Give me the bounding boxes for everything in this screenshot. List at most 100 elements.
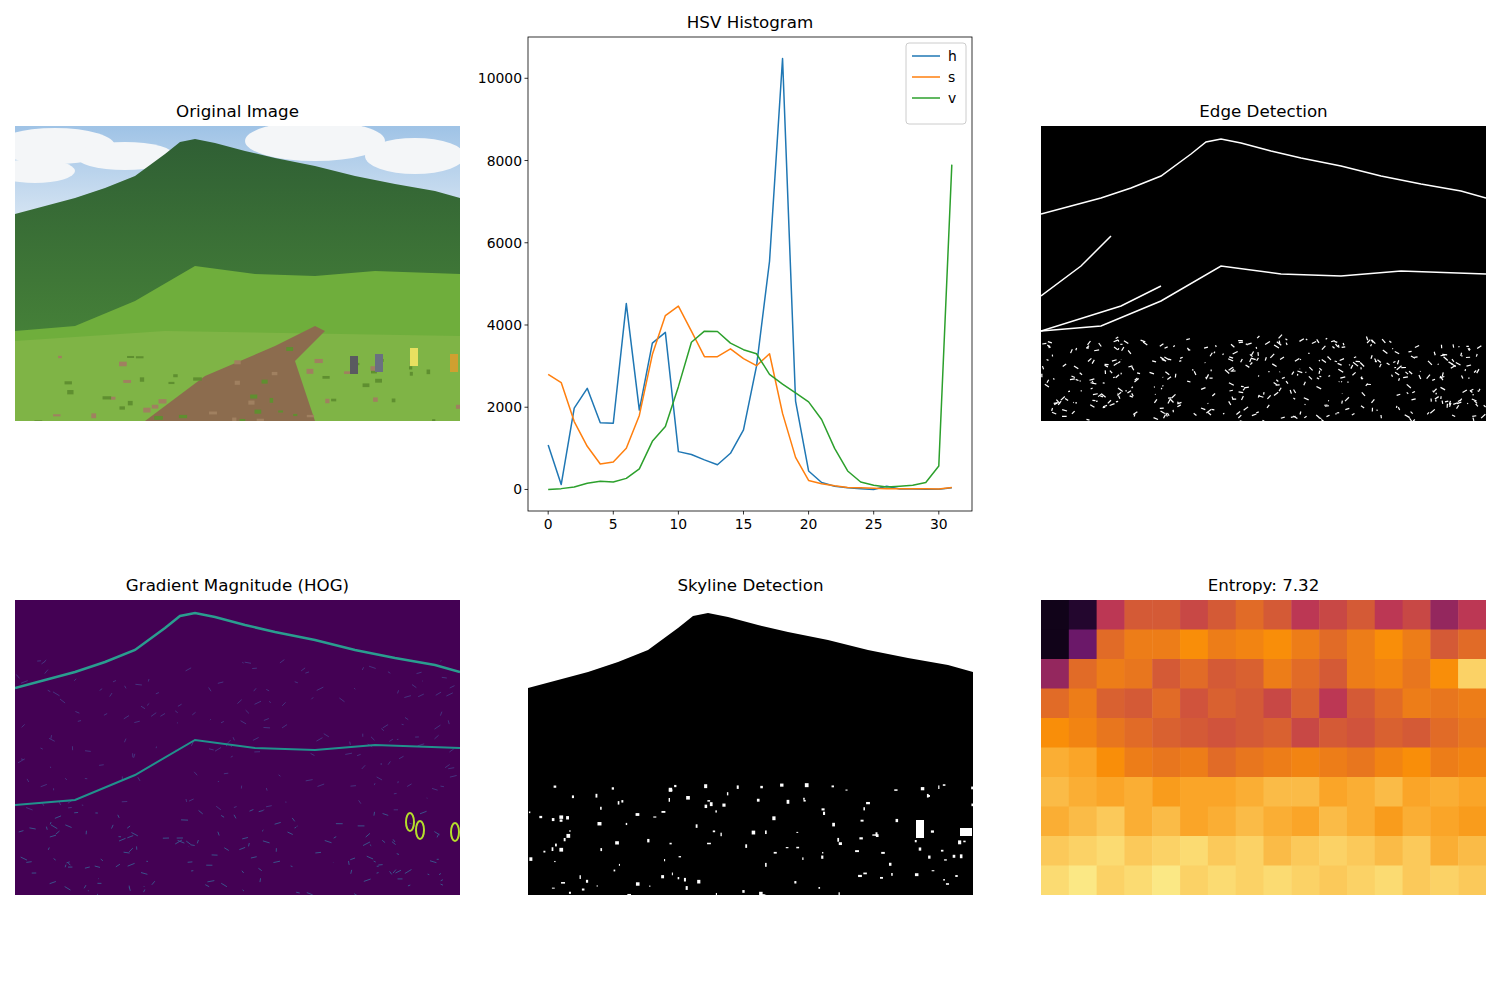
- cell: [1097, 630, 1125, 660]
- edge: [1372, 408, 1373, 412]
- path: [145, 326, 325, 421]
- gradient: [188, 861, 193, 862]
- tick: [525, 407, 529, 408]
- edge: [1403, 376, 1408, 378]
- gradient: [141, 873, 147, 875]
- edge: [1244, 387, 1249, 389]
- gradient: [428, 874, 430, 876]
- cell: [1319, 866, 1347, 896]
- gradient: [175, 749, 176, 750]
- gradient: [437, 859, 439, 860]
- gradient: [224, 848, 229, 851]
- cell: [1375, 718, 1403, 748]
- edge: [1309, 367, 1312, 370]
- cell: [1208, 836, 1236, 866]
- speck: [928, 856, 930, 859]
- edge: [1335, 360, 1337, 362]
- edge: [1398, 378, 1400, 381]
- speck: [881, 852, 885, 854]
- speck: [552, 847, 554, 851]
- tick: [873, 511, 874, 515]
- cell: [1403, 630, 1431, 660]
- edge: [1477, 346, 1481, 349]
- gradient: [152, 881, 155, 885]
- edge: [1164, 347, 1167, 348]
- cell: [1236, 866, 1264, 896]
- edge: [1180, 357, 1183, 358]
- edge: [1132, 387, 1133, 388]
- texture: [140, 377, 144, 381]
- edge: [1256, 412, 1259, 413]
- cell: [1264, 748, 1292, 778]
- edge: [1468, 348, 1470, 350]
- gradient: [85, 778, 87, 779]
- speck: [894, 789, 897, 791]
- gradient: [239, 847, 245, 849]
- edge: [1352, 414, 1355, 415]
- gradient: [441, 880, 443, 881]
- speck: [596, 794, 598, 798]
- cell: [1264, 866, 1292, 896]
- speck: [944, 859, 947, 860]
- cell: [1180, 807, 1208, 837]
- edge: [1247, 343, 1251, 344]
- gradient: [388, 761, 390, 764]
- gradient: [334, 837, 337, 839]
- cell: [1458, 659, 1486, 689]
- edge: [1075, 402, 1077, 403]
- edge: [1223, 413, 1224, 415]
- texture: [278, 410, 283, 412]
- texture: [123, 380, 131, 383]
- edge: [1194, 413, 1197, 415]
- edge: [1285, 339, 1287, 340]
- speck: [586, 880, 588, 883]
- edge: [1258, 395, 1259, 398]
- gradient: [56, 831, 60, 834]
- gradient: [357, 754, 361, 755]
- cell: [1152, 659, 1180, 689]
- gradient: [55, 816, 61, 818]
- texture: [255, 410, 262, 414]
- edge: [1167, 413, 1169, 416]
- cell: [1124, 659, 1152, 689]
- edge: [1291, 416, 1296, 417]
- gradient: [422, 680, 424, 681]
- gradient: [405, 870, 412, 874]
- cell: [1097, 836, 1125, 866]
- edge: [1335, 413, 1336, 415]
- edge: [1130, 396, 1133, 397]
- cell: [1291, 777, 1319, 807]
- cell: [1236, 600, 1264, 630]
- cell: [1375, 600, 1403, 630]
- edge: [1153, 386, 1155, 387]
- speck: [938, 785, 939, 789]
- edge: [1041, 236, 1111, 296]
- edge: [1241, 386, 1244, 387]
- speck: [772, 816, 775, 820]
- image-panel: [1041, 600, 1486, 895]
- gradient: [259, 878, 261, 882]
- gradient: [100, 689, 103, 691]
- edge: [1071, 349, 1073, 353]
- panel-title: Gradient Magnitude (HOG): [126, 575, 349, 595]
- speck: [722, 804, 725, 807]
- gradient: [296, 826, 298, 828]
- cell: [1152, 748, 1180, 778]
- speck: [559, 848, 563, 852]
- gradient: [176, 722, 178, 723]
- speck: [555, 844, 557, 847]
- gradient: [99, 764, 104, 766]
- edge: [1214, 352, 1215, 354]
- speck: [943, 784, 946, 786]
- edge: [1360, 367, 1361, 369]
- gradient: [85, 750, 91, 752]
- cell: [1347, 659, 1375, 689]
- edge: [1118, 388, 1123, 391]
- edge: [1395, 351, 1399, 353]
- edge: [1127, 391, 1131, 393]
- edge: [1304, 382, 1306, 385]
- speck: [745, 844, 747, 848]
- gradient: [264, 719, 269, 721]
- gradient: [399, 756, 403, 759]
- edge: [1366, 384, 1368, 386]
